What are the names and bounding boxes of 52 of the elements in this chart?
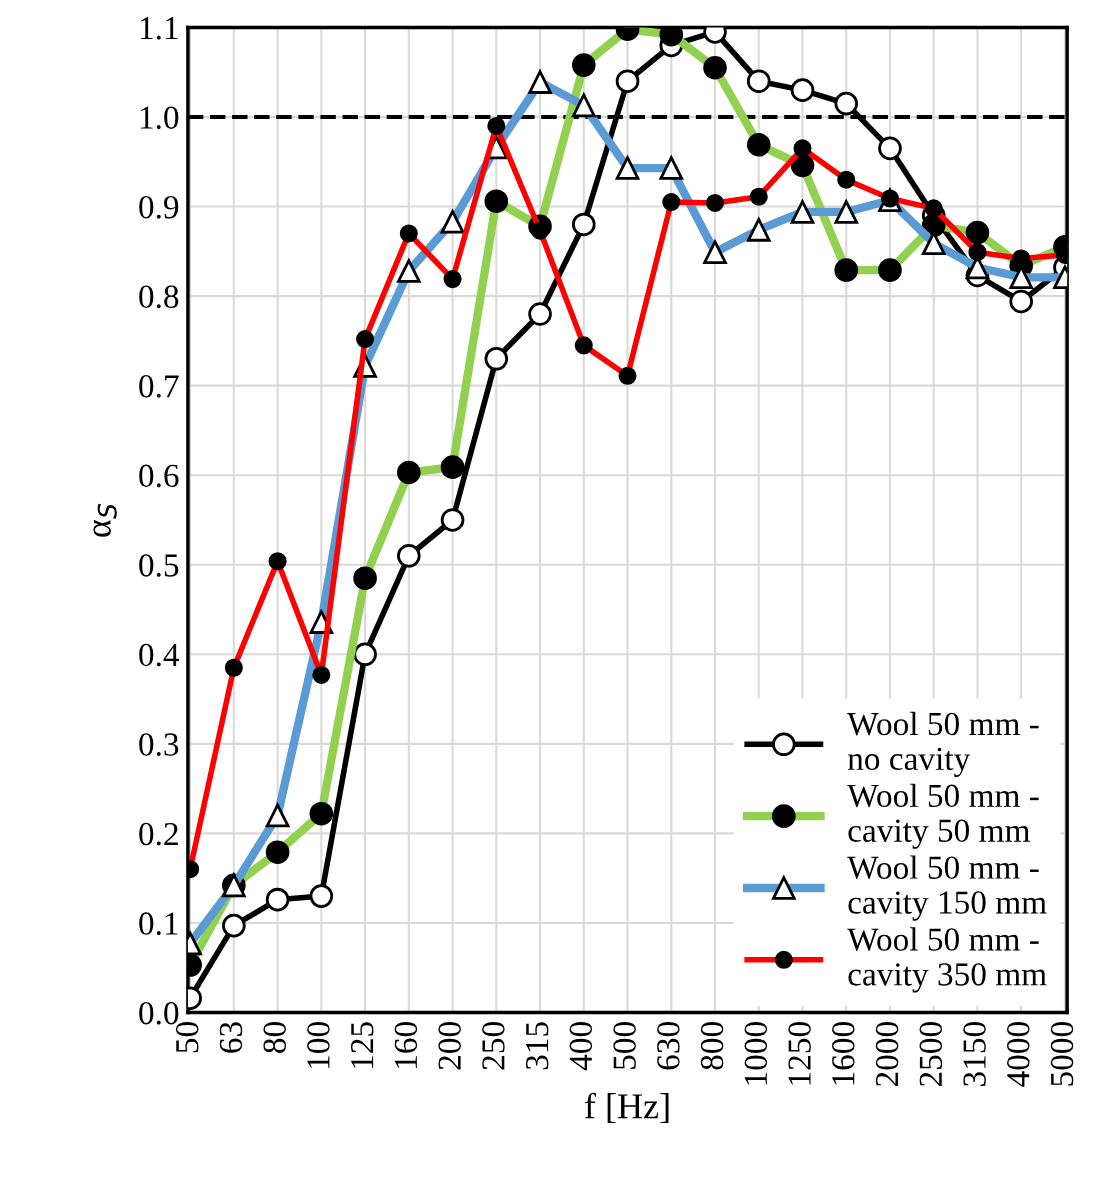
- legend-label: Wool 50 mm - cavity 150 mm: [847, 855, 1047, 921]
- x-tick-label: 63: [219, 1022, 243, 1053]
- x-tick-label: 125: [351, 1022, 374, 1068]
- point: [571, 212, 596, 237]
- y-tick-label: 1.1: [140, 17, 178, 40]
- legend-label: Wool 50 mm - cavity 350 mm: [847, 927, 1047, 993]
- x-tick-label: 3150: [963, 1022, 986, 1086]
- x-tick-label: 2500: [919, 1022, 943, 1087]
- x-tick-label: 100: [307, 1022, 330, 1068]
- y-tick-label: 0.5: [139, 554, 179, 577]
- y-tick-label: 0.8: [139, 285, 179, 309]
- point: [484, 346, 509, 371]
- x-tick-label: 200: [438, 1022, 461, 1070]
- y-tick-label: 0.9: [139, 195, 179, 219]
- x-axis-title: f [Hz]: [585, 1092, 669, 1123]
- x-tick-label: 4000: [1007, 1022, 1030, 1087]
- y-axis-title: α$_{S}$: [93, 503, 117, 537]
- legend-label: Wool 50 mm - no cavity: [847, 711, 1039, 777]
- x-tick-label: 1250: [788, 1022, 811, 1085]
- point: [834, 91, 859, 116]
- legend-label: Wool 50 mm - cavity 50 mm: [847, 783, 1039, 849]
- point: [397, 544, 421, 568]
- x-tick-label: 500: [613, 1022, 636, 1069]
- x-tick-label: 630: [657, 1022, 680, 1070]
- y-tick-label: 0.3: [139, 733, 179, 756]
- point: [309, 884, 334, 908]
- x-tick-label: 250: [482, 1022, 505, 1070]
- point: [528, 302, 552, 326]
- point: [353, 642, 377, 667]
- x-tick-label: 400: [569, 1022, 593, 1071]
- x-tick-label: 315: [525, 1022, 549, 1070]
- x-tick-label: 80: [263, 1022, 286, 1053]
- x-tick-label: 1000: [744, 1022, 768, 1085]
- point: [878, 136, 902, 161]
- point: [440, 508, 465, 532]
- y-tick-label: 0.6: [139, 464, 179, 488]
- x-tick-label: 1600: [832, 1022, 855, 1085]
- x-tick-label: 160: [394, 1022, 418, 1068]
- y-tick-label: 0.4: [139, 643, 180, 667]
- point: [222, 913, 246, 938]
- point: [1009, 289, 1034, 314]
- point: [265, 887, 290, 912]
- y-tick-label: 0.7: [139, 375, 179, 398]
- y-tick-label: 0.2: [139, 822, 178, 846]
- x-tick-label: 800: [700, 1022, 724, 1070]
- point: [746, 69, 771, 93]
- x-tick-label: 5000: [1050, 1022, 1074, 1086]
- point: [615, 69, 640, 93]
- y-tick-label: 0.1: [139, 912, 178, 935]
- point: [790, 78, 815, 102]
- y-tick-label: 1.0: [140, 106, 179, 130]
- x-tick-label: 2000: [875, 1022, 899, 1087]
